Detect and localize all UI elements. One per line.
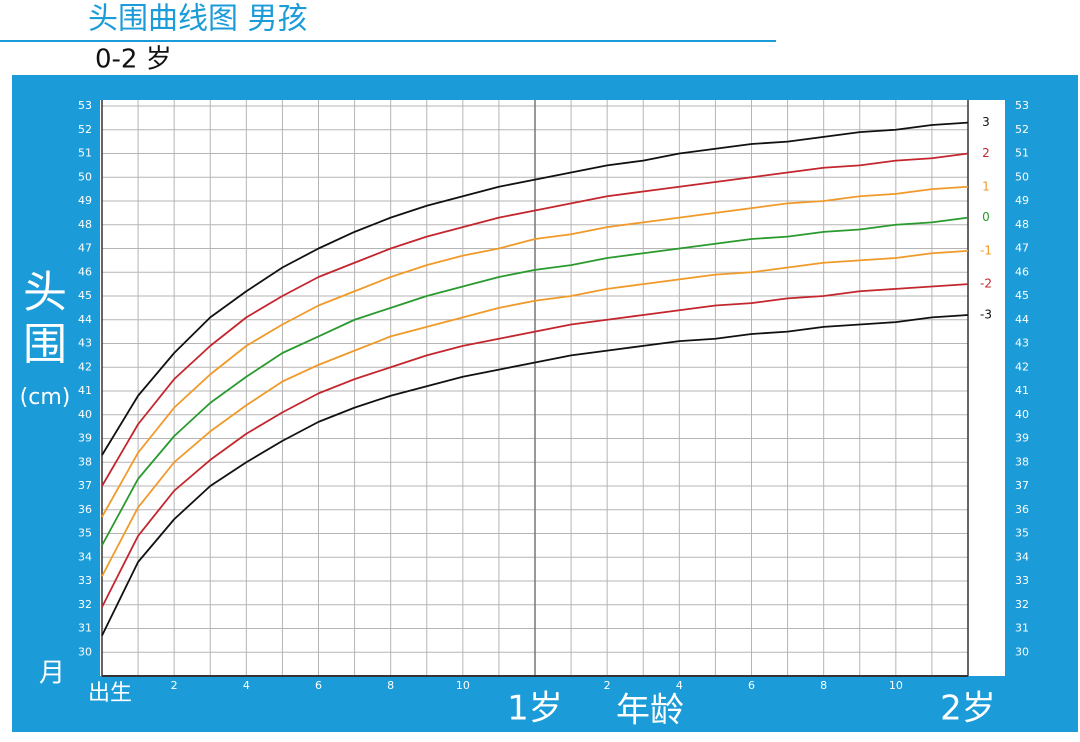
y-axis-label: 头围 xyxy=(23,267,67,370)
y-tick-label: 34 xyxy=(78,550,92,563)
y-tick-label: 50 xyxy=(78,170,92,183)
x-tick-label: 8 xyxy=(387,679,394,692)
series-label: -3 xyxy=(980,308,992,322)
growth-curve xyxy=(101,216,969,546)
x-tick-label: 10 xyxy=(889,679,903,692)
y-tick-label: 51 xyxy=(78,147,92,160)
growth-curve xyxy=(101,283,969,608)
y-tick-label: 48 xyxy=(78,218,92,231)
y-tick-label-right: 46 xyxy=(1015,265,1029,278)
y-tick-label-right: 40 xyxy=(1015,408,1029,421)
y-tick-label-right: 52 xyxy=(1015,123,1029,136)
y-tick-label: 42 xyxy=(78,360,92,373)
x-tick-label: 2 xyxy=(604,679,611,692)
y-tick-label: 43 xyxy=(78,337,92,350)
x-tick-label: 6 xyxy=(315,679,322,692)
y-tick-label-right: 36 xyxy=(1015,503,1029,516)
y-tick-label: 40 xyxy=(78,408,92,421)
x-tick-label: 6 xyxy=(748,679,755,692)
y-tick-label-right: 50 xyxy=(1015,170,1029,183)
y-tick-label: 36 xyxy=(78,503,92,516)
y-tick-label-right: 51 xyxy=(1015,147,1029,160)
x-tick-label: 8 xyxy=(820,679,827,692)
x-tick-label: 4 xyxy=(243,679,250,692)
y-tick-label-right: 45 xyxy=(1015,289,1029,302)
x-tick-label: 1岁 xyxy=(507,689,563,729)
growth-curve xyxy=(101,152,969,487)
growth-curve xyxy=(101,249,969,577)
growth-curve xyxy=(101,314,969,637)
series-label: 0 xyxy=(982,210,990,224)
x-tick-label: 10 xyxy=(456,679,470,692)
growth-curve xyxy=(101,121,969,456)
x-tick-label: 4 xyxy=(676,679,683,692)
y-tick-label: 31 xyxy=(78,622,92,635)
y-tick-label-right: 48 xyxy=(1015,218,1029,231)
y-tick-label: 30 xyxy=(78,645,92,658)
y-tick-label: 38 xyxy=(78,455,92,468)
y-tick-label-right: 49 xyxy=(1015,194,1029,207)
x-axis-label: 年龄 xyxy=(616,691,684,731)
y-tick-label-right: 42 xyxy=(1015,360,1029,373)
y-tick-label: 35 xyxy=(78,527,92,540)
chart-title: 头围曲线图 男孩 xyxy=(88,2,308,37)
y-tick-label: 39 xyxy=(78,432,92,445)
series-label: 1 xyxy=(982,179,990,193)
x-tick-label: 2岁 xyxy=(940,689,996,729)
y-tick-label-right: 44 xyxy=(1015,313,1029,326)
y-tick-label: 44 xyxy=(78,313,92,326)
x-tick-label: 出生 xyxy=(88,681,132,706)
y-tick-label: 52 xyxy=(78,123,92,136)
series-label: 3 xyxy=(982,115,990,129)
y-tick-label-right: 30 xyxy=(1015,645,1029,658)
plot-area xyxy=(100,100,1005,676)
y-tick-label: 33 xyxy=(78,574,92,587)
y-tick-label-right: 35 xyxy=(1015,527,1029,540)
y-tick-label-right: 32 xyxy=(1015,598,1029,611)
y-tick-label: 32 xyxy=(78,598,92,611)
y-tick-label: 53 xyxy=(78,99,92,112)
x-tick-label: 2 xyxy=(171,679,178,692)
growth-curve xyxy=(101,185,969,518)
y-tick-label-right: 41 xyxy=(1015,384,1029,397)
y-tick-label-right: 33 xyxy=(1015,574,1029,587)
y-tick-label-right: 38 xyxy=(1015,455,1029,468)
y-tick-label: 49 xyxy=(78,194,92,207)
series-label: 2 xyxy=(982,146,990,160)
y-tick-label: 47 xyxy=(78,242,92,255)
y-tick-label-right: 53 xyxy=(1015,99,1029,112)
series-label: -2 xyxy=(980,277,992,291)
y-tick-label-right: 37 xyxy=(1015,479,1029,492)
chart-subtitle: 0-2 岁 xyxy=(95,45,172,75)
y-tick-label: 46 xyxy=(78,265,92,278)
y-tick-label-right: 31 xyxy=(1015,622,1029,635)
y-tick-label-right: 39 xyxy=(1015,432,1029,445)
y-tick-label-right: 47 xyxy=(1015,242,1029,255)
y-tick-label-right: 43 xyxy=(1015,337,1029,350)
y-tick-label: 37 xyxy=(78,479,92,492)
series-label: -1 xyxy=(980,243,992,257)
y-tick-label: 45 xyxy=(78,289,92,302)
y-tick-label-right: 34 xyxy=(1015,550,1029,563)
y-axis-unit: (cm) xyxy=(20,385,71,410)
y-tick-label: 41 xyxy=(78,384,92,397)
x-unit: 月 xyxy=(39,659,65,689)
